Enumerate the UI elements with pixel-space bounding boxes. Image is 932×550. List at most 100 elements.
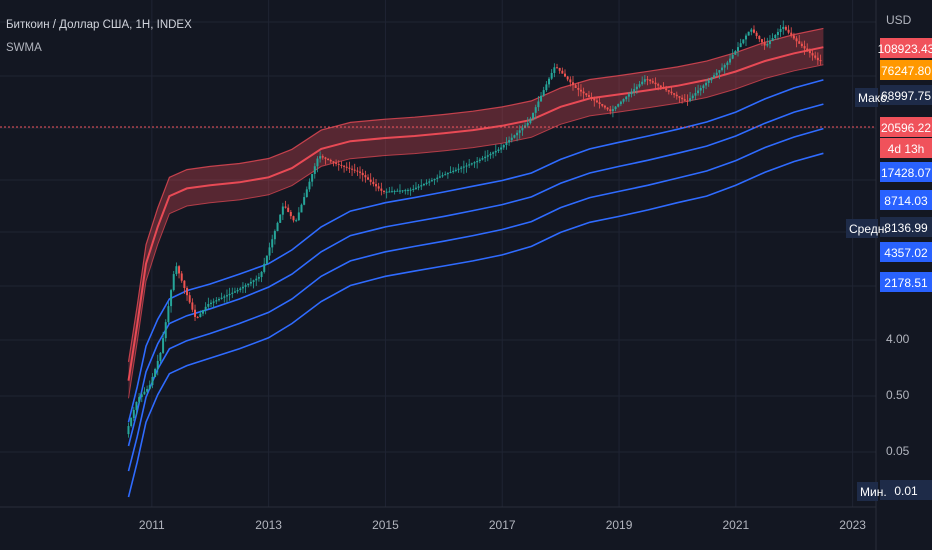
candle-body [779,28,782,32]
price-badge[interactable]: 17428.07 [880,162,932,182]
candle-body [151,377,154,386]
candle-body [534,107,537,113]
side-tags: Макс. Средн. Мин. [846,88,890,501]
candle-body [481,158,484,160]
side-tag: Средн. [846,219,888,238]
price-badge[interactable]: 4357.02 [880,242,932,262]
candle-body [697,90,700,94]
candle-body [146,388,149,392]
candle-body [191,302,194,310]
candle-body [449,171,452,174]
price-badge-text: 68997.75 [881,89,931,103]
side-tag-bg [846,219,878,238]
candle-body [130,417,133,427]
candle-body [699,87,702,91]
price-badge[interactable]: 20596.22 [880,117,932,137]
candle-body [500,147,503,150]
candle-body [526,122,529,126]
candle-body [553,67,556,73]
price-badge-bg [880,272,932,292]
candle-body [220,297,223,299]
candle-body [194,309,197,317]
candle-body [617,104,620,107]
candle-body [787,29,790,33]
candle-body [271,239,274,248]
candle-body [670,91,673,94]
price-badge-text: 8136.99 [884,221,928,235]
candle-body [721,67,724,71]
candle-body [236,290,239,292]
candle-body [316,158,319,167]
candle-body [319,156,322,159]
band-17428-line [127,79,824,423]
candle-body [649,79,652,82]
candle-body [750,29,753,32]
candle-body [311,173,314,182]
candle-body [380,188,383,191]
price-badge[interactable]: 8714.03 [880,190,932,210]
candle-body [603,105,606,108]
price-badge[interactable]: 0.01 [880,480,932,500]
price-badge[interactable]: 8136.99 [880,217,932,237]
candle-body [287,207,290,212]
candle-body [188,295,191,303]
symbol-title[interactable]: Биткоин / Доллар США, 1Н, INDEX [6,19,192,31]
price-badge-text: 2178.51 [884,276,928,290]
price-badge[interactable]: 108923.43 [878,38,932,58]
candle-body [556,67,559,69]
candle-body [811,53,814,56]
candle-body [223,296,226,298]
candle-body [196,316,199,318]
candle-body [396,190,399,192]
candle-body [260,271,263,278]
candle-body [364,175,367,178]
candle-body [731,54,734,59]
side-tag: Мин. [857,482,887,501]
candle-body [800,43,803,47]
chart-grid [0,0,877,550]
candle-body [233,291,236,293]
price-badge-bg [880,190,932,210]
candle-body [148,385,151,389]
price-badge[interactable]: 76247.80 [880,60,932,80]
price-badge[interactable]: 2178.51 [880,272,932,292]
candle-body [587,95,590,97]
candle-body [625,96,628,100]
candle-body [398,190,401,192]
price-badge[interactable]: 4d 13h [880,138,932,158]
candle-body [723,65,726,68]
candle-body [742,39,745,44]
candle-body [790,32,793,36]
candle-body [513,135,516,138]
candle-body [231,292,234,294]
price-badge[interactable]: 68997.75 [880,85,932,105]
candle-body [710,77,713,81]
candle-body [257,277,260,279]
price-badge-bg [880,85,932,105]
candle-body [332,161,335,163]
candle-body [241,286,244,289]
candle-body [713,75,716,78]
candle-body [638,84,641,87]
candle-body [369,179,372,182]
candle-body [335,162,338,164]
candle-body [752,29,755,33]
candle-body [643,79,646,82]
side-tag-text: Средн. [849,222,888,236]
candle-body [537,101,540,108]
candle-body [729,58,732,63]
candle-body [657,84,660,86]
candle-body [417,186,420,188]
candle-body [776,31,779,35]
candle-body [755,32,758,36]
candle-body [540,95,543,102]
candle-body [633,89,636,92]
candle-body [263,263,266,272]
price-badge-text: 108923.43 [878,42,932,56]
indicator-label[interactable]: SWMA [6,42,42,54]
candle-body [571,82,574,86]
candle-body [404,190,407,192]
candle-body [662,87,665,89]
price-badge-bg [880,60,932,80]
